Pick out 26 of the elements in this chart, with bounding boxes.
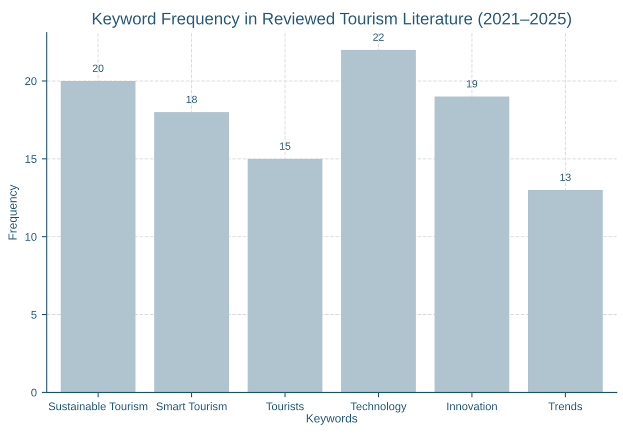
- bar: [341, 50, 416, 392]
- data-label: 13: [560, 174, 571, 181]
- x-tick-label: Tourists: [266, 402, 304, 410]
- data-label: 19: [466, 80, 478, 88]
- x-tick-label: Innovation: [447, 402, 497, 410]
- y-tick-label: 20: [25, 77, 37, 86]
- y-tick-label: 0: [31, 388, 37, 397]
- y-tick-label: 15: [25, 155, 37, 163]
- x-tick-label: Technology: [350, 402, 407, 412]
- x-axis-title: Keywords: [306, 414, 358, 425]
- bar: [528, 190, 603, 392]
- x-tick-label: Smart Tourism: [156, 402, 227, 410]
- x-tick-label: Sustainable Tourism: [48, 402, 148, 410]
- bar: [248, 158, 322, 392]
- chart-title: Keyword Frequency in Reviewed Tourism Literature (2021–2025): [92, 12, 571, 28]
- data-label: 20: [92, 64, 104, 72]
- x-tick-label: Trends: [548, 402, 582, 410]
- y-tick-label: 5: [31, 310, 37, 319]
- data-label: 22: [373, 33, 384, 41]
- y-axis-title: Frequency: [8, 184, 20, 240]
- bar: [154, 112, 229, 392]
- y-tick-label: 10: [25, 232, 37, 241]
- data-label: 18: [186, 96, 197, 104]
- bar: [434, 96, 510, 392]
- data-label: 15: [280, 142, 290, 150]
- bar: [60, 80, 136, 392]
